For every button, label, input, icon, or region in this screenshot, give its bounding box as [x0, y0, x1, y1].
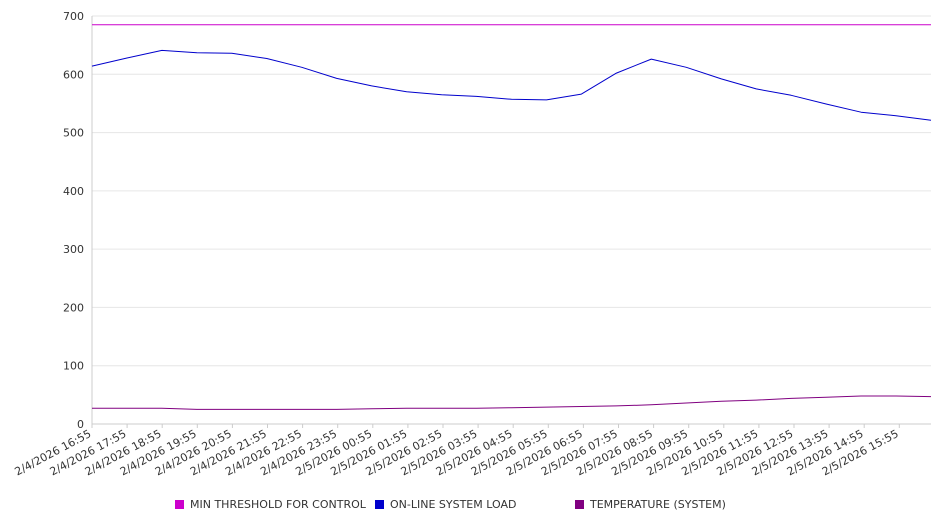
- y-tick-label: 300: [63, 243, 84, 256]
- series-line-2: [92, 395, 932, 410]
- legend-label: MIN THRESHOLD FOR CONTROL: [190, 498, 366, 511]
- y-tick-label: 400: [63, 185, 84, 198]
- series-lines: [91, 24, 932, 410]
- series-line-1: [91, 49, 932, 121]
- y-tick-label: 700: [63, 10, 84, 23]
- x-axis: 2/4/2026 16:552/4/2026 17:552/4/2026 18:…: [13, 423, 931, 478]
- legend-item-temperature: TEMPERATURE (SYSTEM): [575, 498, 726, 511]
- legend-item-min-threshold: MIN THRESHOLD FOR CONTROL: [175, 498, 366, 511]
- y-tick-label: 100: [63, 360, 84, 373]
- legend-label: TEMPERATURE (SYSTEM): [590, 498, 726, 511]
- y-tick-label: 0: [77, 418, 84, 431]
- legend-swatch: [575, 500, 584, 509]
- y-tick-label: 200: [63, 301, 84, 314]
- y-axis: 0 100 200 300 400 500 600 700: [63, 10, 93, 431]
- legend-swatch: [375, 500, 384, 509]
- legend-item-system-load: ON-LINE SYSTEM LOAD: [375, 498, 516, 511]
- legend-label: ON-LINE SYSTEM LOAD: [390, 498, 517, 511]
- legend: MIN THRESHOLD FOR CONTROL ON-LINE SYSTEM…: [0, 498, 946, 514]
- legend-swatch: [175, 500, 184, 509]
- y-tick-label: 600: [63, 68, 84, 81]
- y-tick-label: 500: [63, 127, 84, 140]
- gridlines: [92, 15, 931, 425]
